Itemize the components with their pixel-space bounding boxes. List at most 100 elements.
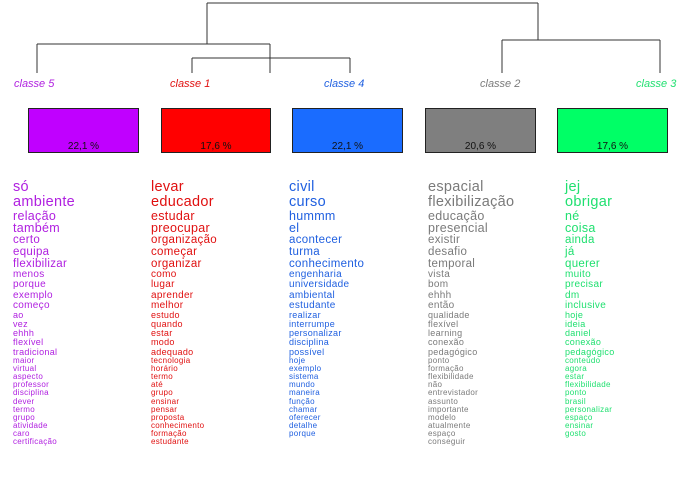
class-1-box: 17,6 % [161, 108, 271, 153]
class-word: flexibilidade [428, 372, 474, 382]
class-word: pedagógico [565, 346, 615, 357]
class-5-label: classe 5 [14, 78, 55, 90]
class-3-box: 17,6 % [557, 108, 668, 153]
class-word: assunto [428, 396, 459, 406]
class-word: sistema [289, 372, 319, 382]
class-word: possível [289, 346, 325, 357]
class-word: também [13, 221, 60, 236]
class-1-word-list: levar educador estudar preocupar organização… [151, 180, 217, 447]
class-word: querer [565, 257, 601, 270]
class-word: turma [289, 245, 320, 258]
class-word: exemplo [289, 363, 322, 373]
class-word: formação [151, 429, 187, 439]
class-word: atividade [13, 421, 48, 431]
class-word: ambiente [13, 193, 76, 210]
class-1-label: classe 1 [170, 78, 211, 90]
class-5-word-list: só ambiente relação também certo equipa flexib… [13, 180, 75, 447]
class-word: grupo [13, 412, 35, 422]
class-word: universidade [289, 279, 350, 291]
class-2-word-list: espacial flexibilização educação presencial… [428, 180, 514, 447]
class-5-box: 22,1 % [28, 108, 139, 153]
class-word: ensinar [151, 396, 180, 406]
class-word: hoje [565, 309, 584, 320]
class-word: atualmente [428, 421, 471, 431]
class-word: learning [428, 328, 463, 339]
class-4-box: 22,1 % [292, 108, 403, 153]
class-word: professor [13, 380, 50, 390]
class-word: jej [565, 179, 581, 195]
class-3-word-list: jej obrigar né coisa ainda já querer muito preci… [565, 180, 615, 438]
class-2-box: 20,6 % [425, 108, 536, 153]
class-word: conhecimento [151, 421, 205, 431]
class-word: começar [151, 245, 198, 258]
class-word: hoje [289, 355, 306, 365]
class-word: flexível [13, 337, 44, 348]
class-word: pedagógico [428, 346, 478, 357]
class-word: ao [13, 309, 24, 320]
class-word: exemplo [13, 289, 53, 301]
class-word: estudo [151, 309, 180, 320]
class-word: grupo [151, 388, 173, 398]
class-word: até [151, 380, 164, 390]
class-word: dm [565, 289, 580, 301]
class-word: ideia [565, 319, 586, 330]
class-word: inclusive [565, 299, 607, 311]
class-word: tecnologia [151, 355, 191, 365]
class-word: menos [13, 269, 45, 281]
class-4-label: classe 4 [324, 78, 365, 90]
class-word: chamar [289, 404, 318, 414]
class-word: conteúdo [565, 355, 601, 365]
class-2-percent: 20,6 % [464, 141, 497, 152]
class-word: horário [151, 363, 179, 373]
class-word: civil [289, 179, 315, 195]
class-word: ambiental [289, 289, 336, 301]
class-word: formação [428, 363, 464, 373]
class-word: agora [565, 363, 587, 373]
class-word: né [565, 208, 580, 223]
class-word: modo [151, 337, 175, 348]
class-word: estar [151, 328, 173, 339]
class-3-percent: 17,6 % [596, 141, 629, 152]
class-word: acontecer [289, 234, 343, 247]
class-word: vista [428, 269, 451, 281]
class-word: organização [151, 234, 217, 247]
class-word: flexibilidade [565, 380, 611, 390]
class-word: como [151, 269, 177, 281]
class-word: engenharia [289, 269, 343, 281]
class-word: flexibilização [428, 193, 515, 210]
class-word: mundo [289, 380, 315, 390]
class-word: aspecto [13, 372, 44, 382]
class-word: flexível [428, 319, 459, 330]
class-word: modelo [428, 412, 457, 422]
class-word: bom [428, 279, 449, 291]
class-word: termo [151, 372, 173, 382]
class-word: espaço [428, 429, 456, 439]
class-word: equipa [13, 245, 50, 258]
class-word: vez [13, 319, 28, 330]
class-word: ensinar [565, 421, 594, 431]
class-word: existir [428, 234, 461, 247]
class-word: oferecer [289, 412, 321, 422]
class-word: conexão [428, 337, 465, 348]
class-word: realizar [289, 309, 321, 320]
class-word: entrevistador [428, 388, 479, 398]
class-word: então [428, 299, 455, 311]
class-word: tradicional [13, 346, 58, 357]
class-word: hummm [289, 208, 336, 223]
class-word: importante [428, 404, 469, 414]
class-3-label: classe 3 [636, 78, 677, 90]
class-word: pensar [151, 404, 178, 414]
class-word: porque [13, 279, 46, 291]
class-word: só [13, 179, 29, 195]
class-word: começo [13, 299, 50, 311]
class-word: dever [13, 396, 35, 406]
class-word: conexão [565, 337, 602, 348]
class-word: organizar [151, 257, 202, 270]
class-word: temporal [428, 257, 476, 270]
class-word: certificação [13, 437, 58, 447]
class-word: disciplina [289, 337, 330, 348]
class-word: não [428, 380, 443, 390]
class-word: função [289, 396, 315, 406]
class-word: presencial [428, 221, 488, 236]
